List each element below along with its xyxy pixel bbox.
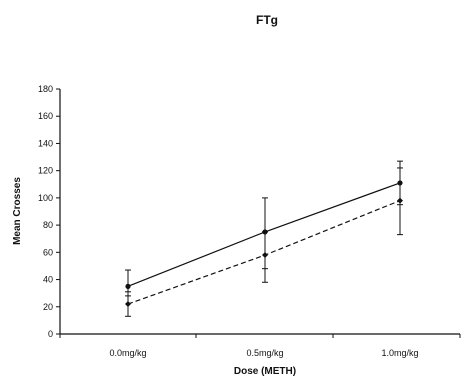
y-tick-label: 0 — [48, 329, 53, 339]
y-tick-label: 160 — [38, 111, 53, 121]
x-axis-label: Dose (METH) — [234, 366, 296, 377]
y-tick-label: 180 — [38, 84, 53, 94]
y-tick-label: 20 — [43, 302, 53, 312]
y-tick-label: 100 — [38, 193, 53, 203]
series-line — [127, 182, 401, 287]
series-layer — [125, 160, 403, 317]
y-axis-label: Mean Crosses — [12, 177, 23, 245]
series-2 — [125, 167, 403, 317]
series-line — [127, 200, 401, 305]
y-tick-label: 120 — [38, 166, 53, 176]
chart-title: FTg — [256, 13, 278, 27]
data-point — [125, 301, 131, 308]
x-ticks: 0.0mg/kg 0.5mg/kg 1.0mg/kg — [59, 334, 461, 358]
x-tick-label: 1.0mg/kg — [381, 348, 418, 358]
data-point — [397, 197, 403, 204]
y-tick-label: 80 — [43, 220, 53, 230]
y-ticks: 0 20 40 60 80 100 120 140 160 180 — [38, 84, 60, 339]
y-tick-label: 140 — [38, 138, 53, 148]
data-point — [125, 283, 131, 289]
x-tick-label: 0.0mg/kg — [109, 348, 146, 358]
series-1 — [125, 160, 403, 297]
y-tick-label: 60 — [43, 247, 53, 257]
data-point — [262, 252, 268, 259]
x-tick-label: 0.5mg/kg — [246, 348, 283, 358]
y-tick-label: 40 — [43, 275, 53, 285]
